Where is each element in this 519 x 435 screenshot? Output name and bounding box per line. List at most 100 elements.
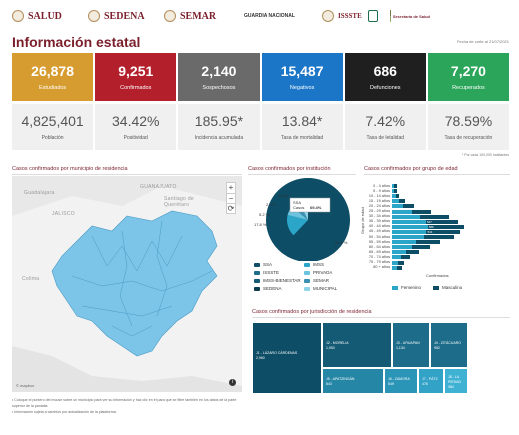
- bar-femenino[interactable]: [392, 209, 413, 214]
- bar-masculino[interactable]: [412, 209, 431, 214]
- age-category-label: 65 - 69 años: [368, 249, 390, 254]
- bar-masculino[interactable]: [411, 245, 431, 250]
- legend-label: SEDENA: [263, 286, 282, 291]
- zoom-in-button[interactable]: +: [228, 183, 234, 192]
- age-x-axis-label: Confirmados: [426, 273, 449, 278]
- legend-item-ssa[interactable]: SSA: [254, 262, 304, 267]
- reset-view-button[interactable]: ⟳: [227, 203, 235, 213]
- bar-masculino[interactable]: [416, 240, 440, 245]
- bar-femenino[interactable]: [392, 214, 421, 219]
- pie-slice-imss[interactable]: [286, 215, 308, 236]
- age-category-label: 80 + años: [373, 265, 390, 270]
- legend-item-imss-bienestar[interactable]: IMSS-BIENESTAR: [254, 278, 304, 283]
- rate-poblacion: 4,825,401 Población: [12, 104, 94, 150]
- legend-swatch: [304, 262, 310, 267]
- bar-masculino[interactable]: [424, 235, 455, 239]
- tile-label: J8 - LA PIEDAD: [448, 375, 462, 384]
- bar-masculino[interactable]: [403, 204, 414, 209]
- treemap-tile-zitacuaro[interactable]: J4 - ZITÁCUARO 952: [430, 322, 468, 368]
- institution-pie-chart[interactable]: SSA Casos 69.4%: [246, 176, 357, 261]
- bar-femenino[interactable]: [392, 235, 424, 239]
- rate-recuperacion: 78.59% Tasa de recuperación: [427, 104, 510, 150]
- legend-swatch: [254, 278, 260, 283]
- card-label: Defunciones: [369, 85, 401, 91]
- card-recuperados[interactable]: 7,270 Recuperados: [427, 53, 510, 101]
- card-defunciones[interactable]: 686 Defunciones: [344, 53, 426, 101]
- tile-label: J1 - LÁZARO CÁRDENAS: [256, 351, 298, 355]
- bar-femenino[interactable]: [392, 219, 426, 224]
- bar-masculino[interactable]: [394, 184, 397, 188]
- bar-masculino[interactable]: [395, 194, 400, 199]
- treemap-tile-zamora[interactable]: J6 - ZAMORA 549: [384, 368, 418, 394]
- card-confirmados[interactable]: 9,251 Confirmados: [95, 53, 177, 101]
- mapbox-attribution[interactable]: © mapbox: [16, 383, 35, 388]
- municipality-map[interactable]: Guadalajara GUANAJUATO Santiago de Queré…: [12, 176, 242, 392]
- rate-positividad: 34.42% Positividad: [95, 104, 177, 150]
- bar-femenino[interactable]: [392, 240, 416, 245]
- bar-masculino[interactable]: [396, 265, 402, 270]
- legend-swatch: [254, 270, 260, 275]
- card-estudiados[interactable]: 26,878 Estudiados: [12, 53, 94, 101]
- bar-masculino[interactable]: [398, 199, 405, 204]
- bar-masculino[interactable]: [406, 250, 420, 255]
- treemap-tile-la-piedad[interactable]: J8 - LA PIEDAD 384: [444, 368, 468, 394]
- bar-masculino[interactable]: [400, 255, 410, 260]
- info-icon[interactable]: i: [229, 379, 236, 386]
- bar-femenino[interactable]: [392, 199, 399, 204]
- bar-femenino[interactable]: [392, 245, 412, 250]
- tile-value: 1,134: [396, 346, 405, 350]
- bar-masculino[interactable]: 586: [427, 224, 464, 229]
- treemap-tile-morelia[interactable]: J2 - MORELIA 1,953: [322, 322, 392, 368]
- age-category-label: 0 - 4 años: [373, 183, 390, 188]
- legend-item-masculino[interactable]: Masculino: [433, 285, 462, 290]
- legend-label: SEMAR: [313, 278, 330, 283]
- logo-strip: SALUD SEDENA SEMAR GUARDIA NACIONAL ISSS…: [12, 6, 512, 26]
- legend-item-municipal[interactable]: MUNICIPAL: [304, 286, 354, 291]
- bar-femenino[interactable]: [392, 189, 395, 194]
- michoacan-logo-text: Secretaría de Salud: [392, 13, 430, 19]
- legend-item-femenino[interactable]: Femenino: [392, 285, 421, 290]
- treemap-tile-apatzingan[interactable]: J5 - APATZINGÁN 843: [322, 368, 384, 394]
- bar-masculino[interactable]: 541: [426, 229, 460, 234]
- rate-value: 4,825,401: [21, 113, 84, 129]
- legend-swatch: [304, 278, 310, 283]
- legend-item-sedena[interactable]: SEDENA: [254, 286, 304, 291]
- rate-cards: 4,825,401 Población 34.42% Positividad 185…: [12, 104, 510, 150]
- bar-femenino[interactable]: [392, 260, 399, 265]
- bar-masculino[interactable]: 527: [425, 219, 459, 224]
- tooltip-cases-label: Casos: [293, 205, 304, 210]
- map-canvas[interactable]: [12, 176, 242, 392]
- salud-logo-text: SALUD: [28, 10, 62, 22]
- bar-femenino[interactable]: [392, 265, 397, 270]
- bar-femenino[interactable]: [392, 194, 396, 199]
- legend-item-issste[interactable]: ISSSTE: [254, 270, 304, 275]
- legend-item-imss[interactable]: IMSS: [304, 262, 354, 267]
- bar-femenino[interactable]: [392, 250, 407, 255]
- card-sospechosos[interactable]: 2,140 Sospechosos: [178, 53, 260, 101]
- bar-masculino[interactable]: [398, 260, 405, 265]
- guardia-logo-text: GUARDIA NACIONAL: [244, 13, 295, 19]
- treemap-tile-patzcuaro[interactable]: J7 - PÁTZ 476: [418, 368, 444, 394]
- treemap-tile-uruapan[interactable]: J3 - URUAPAN 1,134: [392, 322, 430, 368]
- bar-femenino[interactable]: [392, 184, 395, 188]
- bar-masculino[interactable]: [394, 189, 397, 194]
- bar-femenino[interactable]: [392, 224, 428, 229]
- card-negativos[interactable]: 15,487 Negativos: [261, 53, 343, 101]
- age-category-label: 5 - 9 años: [373, 188, 390, 193]
- card-value: 15,487: [280, 63, 324, 79]
- age-category-label: 30 - 34 años: [368, 214, 390, 219]
- legend-item-semar[interactable]: SEMAR: [304, 278, 354, 283]
- bar-femenino[interactable]: [392, 229, 427, 234]
- michoacan-state-shape[interactable]: [51, 210, 218, 357]
- bar-masculino[interactable]: [420, 214, 449, 219]
- rate-label: Población: [41, 135, 64, 141]
- zoom-out-button[interactable]: −: [227, 193, 235, 203]
- bar-femenino[interactable]: [392, 204, 404, 209]
- jurisdiction-treemap[interactable]: J1 - LÁZARO CÁRDENAS 2,960 J2 - MORELIA 1,…: [252, 322, 468, 394]
- michoacan-logo: Secretaría de Salud: [390, 10, 430, 22]
- legend-swatch: [433, 285, 440, 290]
- legend-item-privada[interactable]: PRIVADA: [304, 270, 354, 275]
- treemap-tile-lazaro-cardenas[interactable]: J1 - LÁZARO CÁRDENAS 2,960: [252, 322, 322, 394]
- bar-femenino[interactable]: [392, 255, 401, 260]
- age-group-chart[interactable]: Grupo de edad Confirmados 0 - 4 años 5 - …: [360, 176, 510, 300]
